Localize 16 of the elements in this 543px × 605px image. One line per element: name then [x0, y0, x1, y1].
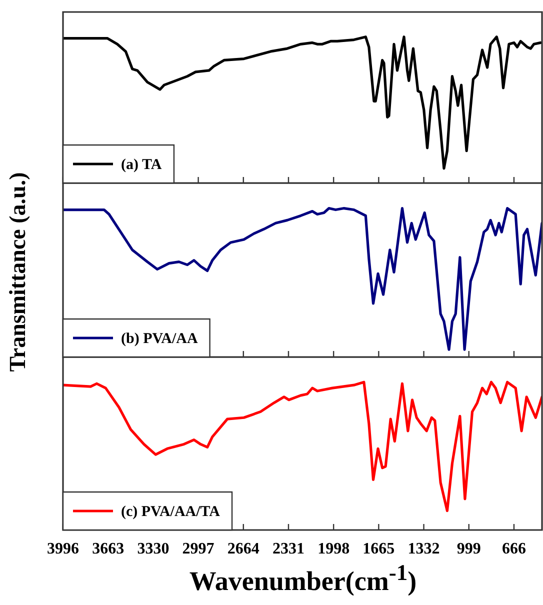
x-tick-label: 999: [456, 540, 481, 558]
y-axis-title: Transmittance (a.u.): [5, 172, 31, 372]
x-tick-label: 2664: [227, 540, 260, 558]
legend-label: (c) PVA/AA/TA: [121, 504, 220, 520]
x-tick-label: 1332: [408, 540, 440, 558]
x-tick-label: 666: [502, 540, 526, 558]
x-tick-label: 1665: [362, 540, 395, 558]
x-tick-label: 2331: [272, 540, 304, 558]
legend-label: (b) PVA/AA: [121, 330, 198, 347]
x-axis-title: Wavenumber(cm$^{-1}$): [188, 560, 418, 597]
x-tick-label: 3996: [47, 540, 79, 558]
x-tick-label: 3330: [137, 540, 170, 558]
x-tick-label: 3663: [92, 540, 124, 558]
x-tick-label: 1998: [318, 540, 350, 558]
x-tick-label: 2997: [182, 540, 214, 558]
legend-label: (a) TA: [121, 156, 162, 173]
